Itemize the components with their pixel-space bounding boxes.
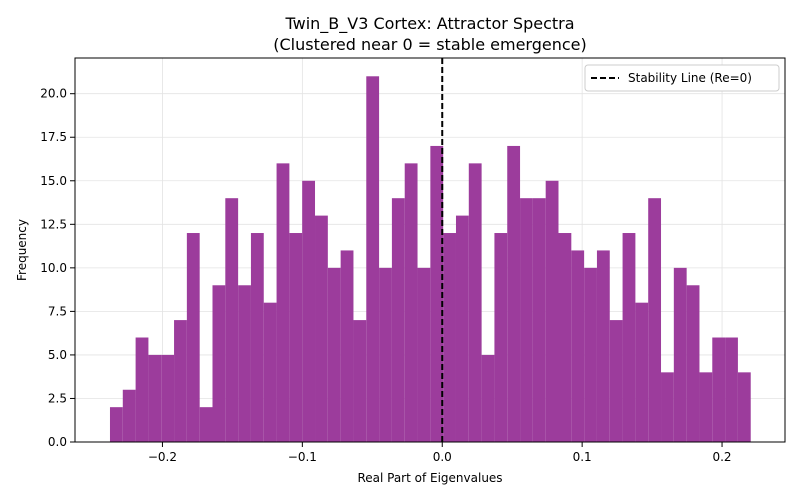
x-tick-label-1: −0.1 — [288, 450, 317, 464]
histogram-bar-24 — [417, 267, 431, 442]
y-tick-label-5: 12.5 — [40, 217, 67, 231]
histogram-bar-43 — [661, 372, 674, 442]
histogram-bar-31 — [507, 145, 521, 443]
x-tick-label-4: 0.2 — [712, 450, 731, 464]
histogram-bar-38 — [596, 250, 610, 442]
histogram-bar-18 — [340, 250, 354, 442]
histogram-bar-3 — [148, 354, 162, 442]
y-axis-label: Frequency — [15, 219, 29, 281]
histogram-bar-32 — [520, 198, 533, 442]
histogram-bar-16 — [315, 215, 328, 442]
histogram-bar-23 — [404, 163, 418, 443]
chart-title: Twin_B_V3 Cortex: Attractor Spectra — [284, 14, 574, 34]
histogram-bar-12 — [263, 302, 277, 442]
histogram-bar-21 — [379, 267, 392, 442]
histogram-bar-4 — [161, 354, 175, 442]
histogram-bar-40 — [622, 233, 636, 442]
histogram-bar-42 — [648, 198, 662, 442]
y-tick-label-4: 10.0 — [40, 261, 67, 275]
legend: Stability Line (Re=0) — [584, 64, 780, 92]
y-axis-ticks: 0.0 2.5 5.0 7.5 10.0 12.5 15.0 17.5 20.0 — [40, 87, 75, 449]
plot-frame — [74, 57, 786, 443]
histogram-bar-20 — [366, 76, 380, 443]
x-tick-label-2: 0.0 — [433, 450, 452, 464]
histogram-bar-33 — [532, 198, 546, 442]
histogram-bar-5 — [174, 320, 187, 442]
histogram-bar-6 — [186, 233, 200, 442]
histogram-bar-49 — [737, 372, 751, 442]
histogram-bar-39 — [609, 320, 623, 442]
y-tick-label-8: 20.0 — [40, 87, 67, 101]
histogram-bar-11 — [250, 233, 264, 442]
y-tick-label-1: 2.5 — [48, 391, 67, 405]
histogram-bar-13 — [276, 163, 290, 443]
histogram-bar-47 — [712, 337, 726, 442]
histogram-bar-28 — [468, 163, 482, 443]
histogram-bar-10 — [238, 285, 251, 442]
histogram-bar-15 — [302, 180, 316, 442]
x-tick-label-3: 0.1 — [573, 450, 592, 464]
histogram-bar-34 — [545, 180, 559, 442]
x-axis-label: Real Part of Eigenvalues — [357, 471, 502, 485]
histogram-bar-9 — [225, 198, 239, 442]
y-tick-label-3: 7.5 — [48, 304, 67, 318]
legend-entry: Stability Line (Re=0) — [628, 71, 752, 85]
y-tick-label-0: 0.0 — [48, 435, 67, 449]
histogram-bar-35 — [558, 233, 572, 442]
histogram-bar-41 — [635, 302, 649, 442]
x-tick-label-0: −0.2 — [148, 450, 177, 464]
x-axis-ticks: −0.2 −0.1 0.0 0.1 0.2 — [148, 442, 732, 464]
histogram-bar-30 — [494, 233, 508, 442]
legend-box — [584, 64, 780, 92]
y-tick-label-6: 15.0 — [40, 174, 67, 188]
histogram-bar-2 — [135, 337, 149, 442]
histogram-bar-17 — [327, 267, 341, 442]
histogram-bar-45 — [686, 285, 700, 442]
histogram-bar-22 — [391, 198, 405, 442]
y-tick-label-2: 5.0 — [48, 348, 67, 362]
histogram-bar-25 — [430, 145, 444, 443]
histogram-bar-26 — [443, 233, 456, 442]
histogram-bar-29 — [481, 354, 495, 442]
histogram-bar-14 — [289, 233, 303, 442]
y-tick-label-7: 17.5 — [40, 130, 67, 144]
histogram-bar-27 — [455, 215, 469, 442]
histogram-bar-8 — [212, 285, 226, 442]
histogram-bar-1 — [122, 389, 136, 442]
histogram-bar-19 — [353, 320, 367, 442]
histogram-bar-37 — [584, 267, 597, 442]
histogram-bar-0 — [109, 407, 123, 442]
histogram-bar-46 — [699, 372, 713, 442]
chart-subtitle: (Clustered near 0 = stable emergence) — [273, 35, 587, 54]
histogram-bar-44 — [673, 267, 687, 442]
histogram-bars — [109, 76, 751, 443]
histogram-bar-48 — [725, 337, 738, 442]
histogram-bar-36 — [571, 250, 585, 442]
histogram-bar-7 — [199, 407, 213, 442]
